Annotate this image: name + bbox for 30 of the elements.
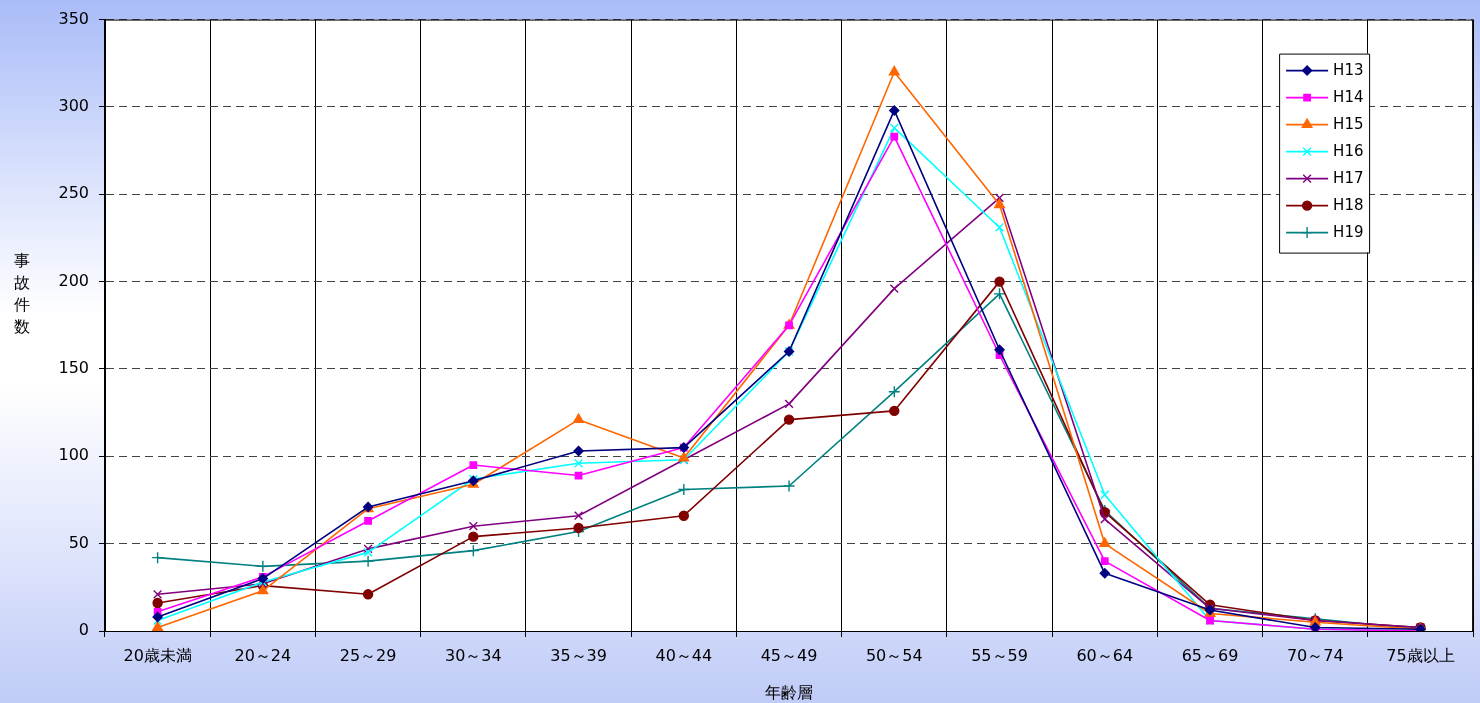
x-tick-label: 35～39 xyxy=(550,645,607,665)
x-tick-label: 25～29 xyxy=(339,645,397,665)
legend-label: H18 xyxy=(1333,196,1364,215)
y-tick-label: 200 xyxy=(58,270,89,290)
x-tick-label: 60～64 xyxy=(1076,645,1134,665)
y-axis-title: 事故件数 xyxy=(14,251,30,337)
legend-label: H19 xyxy=(1333,223,1364,242)
x-tick-label: 40～44 xyxy=(655,645,713,665)
legend-label: H17 xyxy=(1333,169,1364,188)
x-tick-label: 65～69 xyxy=(1181,645,1239,665)
y-tick-label: 50 xyxy=(68,532,89,552)
legend-label: H16 xyxy=(1333,142,1364,161)
y-tick-label: 350 xyxy=(58,8,89,28)
x-axis-title: 年齢層 xyxy=(765,682,814,702)
legend-label: H13 xyxy=(1333,61,1364,80)
x-tick-label: 30～34 xyxy=(444,645,502,665)
y-tick-label: 250 xyxy=(58,183,89,203)
x-tick-label: 55～59 xyxy=(971,645,1028,665)
y-tick-label: 100 xyxy=(58,445,89,465)
y-tick-label: 150 xyxy=(58,358,89,378)
y-tick-label: 0 xyxy=(78,620,89,640)
x-tick-label: 70～74 xyxy=(1286,645,1344,665)
x-tick-label: 50～54 xyxy=(865,645,923,665)
x-tick-label: 75歳以上 xyxy=(1386,645,1455,665)
legend-label: H14 xyxy=(1333,88,1364,107)
legend-label: H15 xyxy=(1333,115,1364,134)
x-tick-label: 20歳未満 xyxy=(123,645,192,665)
y-tick-label: 300 xyxy=(58,96,89,116)
x-tick-label: 45～49 xyxy=(760,645,818,665)
x-tick-label: 20～24 xyxy=(234,645,292,665)
